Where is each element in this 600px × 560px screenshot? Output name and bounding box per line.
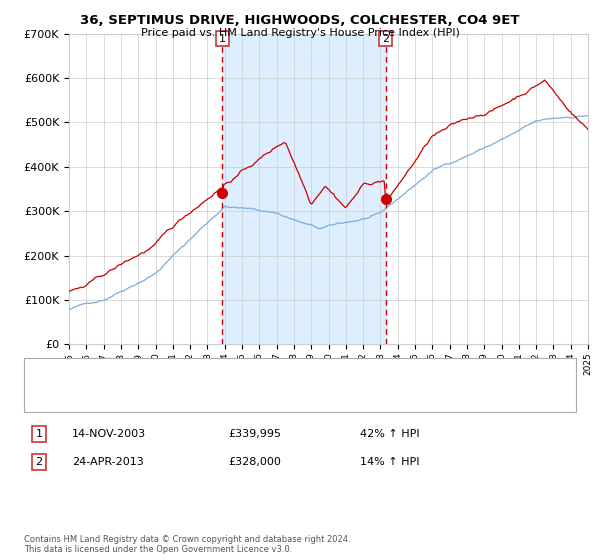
Text: 42% ↑ HPI: 42% ↑ HPI bbox=[360, 429, 419, 439]
Text: 36, SEPTIMUS DRIVE, HIGHWOODS, COLCHESTER, CO4 9ET (detached house): 36, SEPTIMUS DRIVE, HIGHWOODS, COLCHESTE… bbox=[81, 379, 460, 389]
Bar bbox=[222, 34, 386, 344]
Text: 2: 2 bbox=[382, 34, 389, 44]
Text: 14% ↑ HPI: 14% ↑ HPI bbox=[360, 457, 419, 467]
Text: £339,995: £339,995 bbox=[228, 429, 281, 439]
Text: 14-NOV-2003: 14-NOV-2003 bbox=[72, 429, 146, 439]
Text: 1: 1 bbox=[35, 429, 43, 439]
Text: 36, SEPTIMUS DRIVE, HIGHWOODS, COLCHESTER, CO4 9ET: 36, SEPTIMUS DRIVE, HIGHWOODS, COLCHESTE… bbox=[80, 14, 520, 27]
Text: 1: 1 bbox=[219, 34, 226, 44]
Text: £328,000: £328,000 bbox=[228, 457, 281, 467]
Text: ─────: ───── bbox=[39, 395, 73, 405]
Text: ─────: ───── bbox=[39, 379, 73, 389]
Text: Price paid vs. HM Land Registry's House Price Index (HPI): Price paid vs. HM Land Registry's House … bbox=[140, 28, 460, 38]
Text: 24-APR-2013: 24-APR-2013 bbox=[72, 457, 144, 467]
Text: Contains HM Land Registry data © Crown copyright and database right 2024.
This d: Contains HM Land Registry data © Crown c… bbox=[24, 535, 350, 554]
Text: 2: 2 bbox=[35, 457, 43, 467]
Text: HPI: Average price, detached house, Colchester: HPI: Average price, detached house, Colc… bbox=[81, 395, 314, 405]
